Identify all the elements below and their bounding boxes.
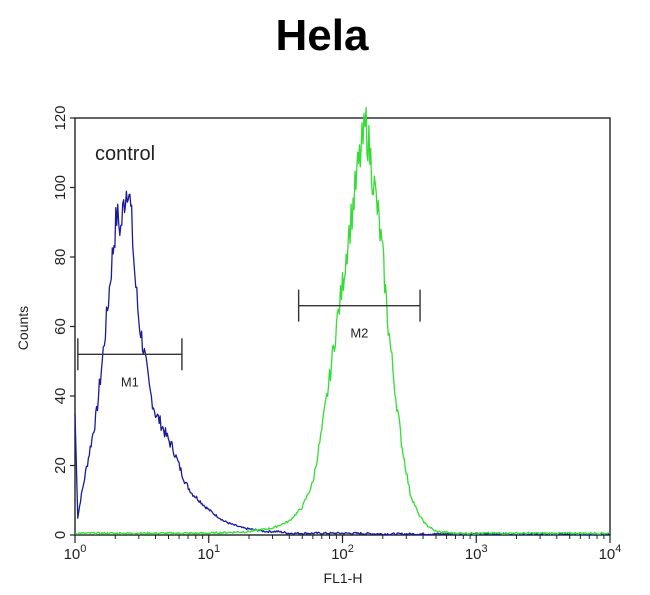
y-tick-label: 100: [52, 175, 69, 200]
y-tick-label: 60: [52, 318, 69, 335]
y-axis: 0 20 40 60 80 100 120: [52, 105, 75, 539]
gate-label: M1: [121, 374, 139, 389]
y-tick-label: 0: [52, 531, 69, 539]
gate-label: M2: [350, 326, 368, 341]
control-annotation: control: [95, 143, 155, 165]
y-tick-label: 40: [52, 388, 69, 405]
y-tick-label: 120: [52, 105, 69, 130]
x-tick-label: 100: [64, 543, 87, 563]
y-axis-label: Counts: [15, 306, 31, 350]
x-tick-label: 103: [465, 543, 488, 563]
x-tick-label: 102: [331, 543, 354, 563]
y-tick-label: 80: [52, 249, 69, 266]
chart-title: Hela: [276, 11, 369, 60]
x-axis-label: FL1-H: [324, 570, 363, 586]
x-tick-label: 101: [197, 543, 220, 563]
sample-histogram-line: [74, 107, 611, 535]
x-axis: 100 101 102 103 104: [64, 535, 622, 563]
x-tick-label: 104: [599, 543, 622, 563]
y-tick-label: 20: [52, 457, 69, 474]
plot-frame: [74, 117, 611, 536]
series-layer: [74, 107, 611, 536]
control-histogram-line: [74, 190, 611, 536]
gate-markers: M1 M2: [77, 289, 421, 389]
